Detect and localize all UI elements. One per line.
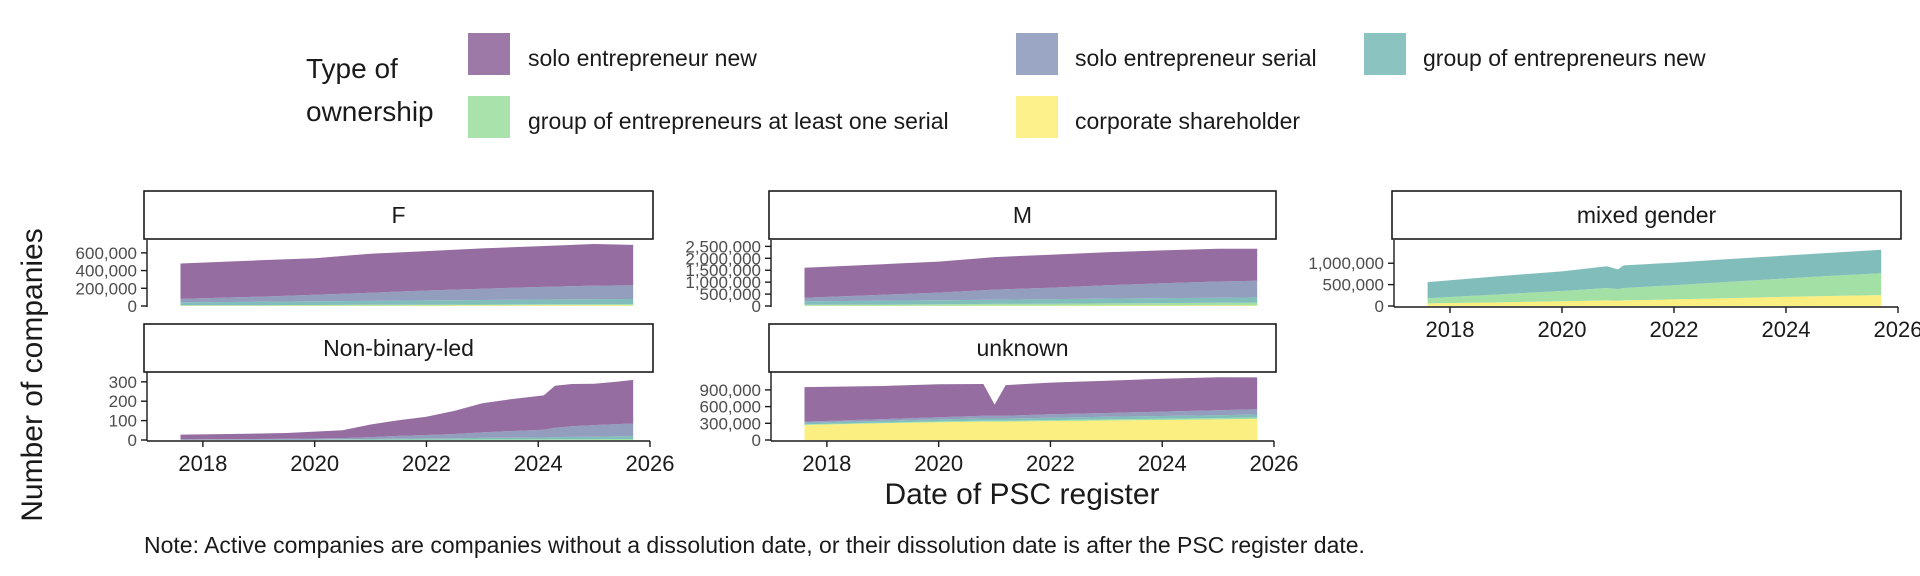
area-series <box>804 248 1258 298</box>
y-tick-label: 400,000 <box>76 262 137 281</box>
facet-strip-label: F <box>391 202 405 228</box>
legend: Type of ownership solo entrepreneur new … <box>306 33 1706 138</box>
x-tick-label: 2022 <box>1026 451 1075 476</box>
area-series <box>180 423 634 440</box>
area-series <box>804 409 1258 423</box>
x-axis-title: Date of PSC register <box>884 478 1159 511</box>
facet-strip <box>143 323 654 373</box>
x-tick-label: 2018 <box>1426 317 1475 342</box>
y-tick-label: 200 <box>109 392 137 411</box>
y-tick-label: 200,000 <box>76 279 137 298</box>
facet-strip-label: mixed gender <box>1577 202 1717 228</box>
facet-strip <box>768 190 1277 240</box>
y-tick-label: 900,000 <box>700 381 761 400</box>
y-tick-label: 2,000,000 <box>685 249 761 268</box>
y-tick-label: 300 <box>109 373 137 392</box>
legend-label-group-serial: group of entrepreneurs at least one seri… <box>528 108 949 134</box>
legend-key-solo-new <box>468 33 510 75</box>
y-tick-label: 0 <box>752 431 761 450</box>
area-series <box>804 280 1258 302</box>
area-series <box>180 379 634 440</box>
x-tick-label: 2022 <box>1650 317 1699 342</box>
x-tick-label: 2024 <box>514 451 563 476</box>
area-series <box>804 305 1258 306</box>
y-tick-label: 300,000 <box>700 414 761 433</box>
x-tick-label: 2020 <box>290 451 339 476</box>
y-tick-label: 600,000 <box>700 398 761 417</box>
area-series <box>180 439 634 440</box>
facet-strip <box>1391 190 1902 240</box>
x-tick-label: 2018 <box>178 451 227 476</box>
x-tick-label: 2026 <box>626 451 675 476</box>
y-tick-label: 100 <box>109 412 137 431</box>
legend-title-line1: Type of <box>306 53 398 84</box>
legend-label-group-new: group of entrepreneurs new <box>1423 45 1706 71</box>
area-series <box>1427 273 1882 304</box>
y-tick-label: 1,000,000 <box>1308 254 1384 273</box>
y-tick-label: 1,000,000 <box>685 273 761 292</box>
area-series <box>1427 295 1882 306</box>
legend-key-group-serial <box>468 96 510 138</box>
area-series <box>180 304 634 306</box>
area-series <box>804 418 1258 440</box>
legend-label-corporate: corporate shareholder <box>1075 108 1300 134</box>
facet-strip <box>768 323 1277 373</box>
facet-strip <box>143 190 654 240</box>
area-series <box>180 436 634 440</box>
y-tick-label: 500,000 <box>700 285 761 304</box>
area-series <box>180 285 634 303</box>
y-axis-title: Number of companies <box>16 228 49 521</box>
facet-panel-1: M 0500,0001,000,0001,500,0002,000,0002,50… <box>685 190 1277 316</box>
x-tick-label: 2020 <box>914 451 963 476</box>
y-tick-label: 0 <box>1375 297 1384 316</box>
area-series <box>180 305 634 306</box>
facet-panels: F0200,000400,000600,000M0500,0001,000,00… <box>76 190 1920 476</box>
x-tick-label: 2020 <box>1538 317 1587 342</box>
legend-label-solo-new: solo entrepreneur new <box>528 45 757 71</box>
legend-key-group-new <box>1364 33 1406 75</box>
y-tick-label: 2,500,000 <box>685 237 761 256</box>
caption-note: Note: Active companies are companies wit… <box>144 532 1365 558</box>
facet-strip-label: unknown <box>976 335 1068 361</box>
legend-title-line2: ownership <box>306 96 434 127</box>
area-series <box>804 414 1258 425</box>
y-tick-label: 0 <box>128 297 137 316</box>
x-tick-label: 2024 <box>1138 451 1187 476</box>
legend-label-solo-serial: solo entrepreneur serial <box>1075 45 1317 71</box>
x-tick-label: 2026 <box>1874 317 1920 342</box>
area-series <box>804 417 1258 425</box>
legend-key-solo-serial <box>1016 33 1058 75</box>
area-series <box>804 377 1258 422</box>
area-series <box>1427 249 1882 299</box>
area-series <box>180 244 634 299</box>
legend-key-corporate <box>1016 96 1058 138</box>
area-series <box>804 297 1258 305</box>
x-tick-label: 2024 <box>1762 317 1811 342</box>
x-tick-label: 2022 <box>402 451 451 476</box>
facet-panel-2: mixed gender 0 500,000 1,000,000 2018 2020 202… <box>1308 190 1920 342</box>
x-tick-label: 2026 <box>1250 451 1299 476</box>
x-tick-label: 2018 <box>802 451 851 476</box>
y-tick-label: 500,000 <box>1323 276 1384 295</box>
y-tick-label: 600,000 <box>76 244 137 263</box>
facet-strip-label: M <box>1013 202 1032 228</box>
y-tick-label: 0 <box>128 431 137 450</box>
y-tick-label: 1,500,000 <box>685 261 761 280</box>
area-series <box>804 302 1258 306</box>
y-tick-label: 0 <box>752 297 761 316</box>
area-series <box>180 299 634 306</box>
facet-strip-label: Non-binary-led <box>323 335 474 361</box>
